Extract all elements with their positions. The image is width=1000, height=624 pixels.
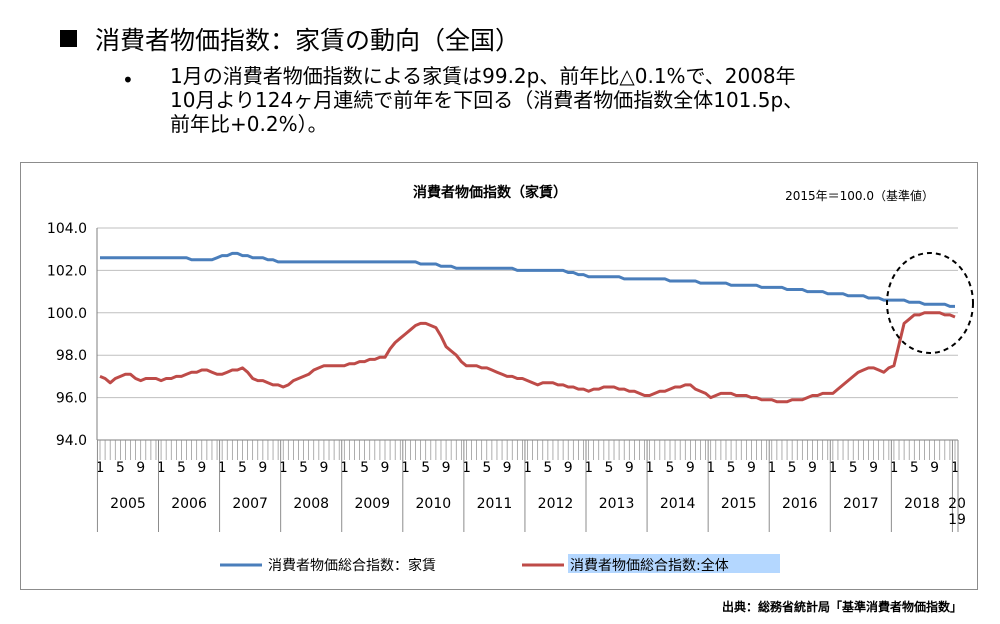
month-tick-label: 5 <box>727 460 736 476</box>
month-tick-label: 9 <box>747 460 756 476</box>
source-note: 出典：総務省統計局「基準消費者物価指数」 <box>721 600 962 614</box>
month-tick-label: 5 <box>421 460 430 476</box>
month-tick-label: 1 <box>889 460 898 476</box>
month-tick-label: 1 <box>340 460 349 476</box>
month-tick-label: 9 <box>381 460 390 476</box>
page-title: 消費者物価指数：家賃の動向（全国） <box>95 26 521 55</box>
page-heading: 消費者物価指数：家賃の動向（全国） <box>60 24 520 58</box>
year-label: 2008 <box>293 496 329 512</box>
month-tick-label: 9 <box>258 460 267 476</box>
month-tick-label: 9 <box>319 460 328 476</box>
month-tick-label: 5 <box>604 460 613 476</box>
highlight-dashed-circle <box>886 252 974 354</box>
legend-label-rent: 消費者物価総合指数：家賃 <box>268 557 436 574</box>
month-tick-label: 5 <box>116 460 125 476</box>
square-bullet-icon <box>60 30 77 47</box>
month-tick-label: 5 <box>849 460 858 476</box>
month-tick-label: 1 <box>401 460 410 476</box>
month-tick-label: 1 <box>279 460 288 476</box>
bullet-icon: • <box>122 68 134 92</box>
month-tick-label: 1 <box>828 460 837 476</box>
month-tick-label: 5 <box>788 460 797 476</box>
month-tick-label: 1 <box>523 460 532 476</box>
year-label: 2012 <box>538 496 574 512</box>
summary-line: 1月の消費者物価指数による家賃は99.2p、前年比△0.1%で、2008年 <box>170 64 796 88</box>
month-tick-label: 9 <box>136 460 145 476</box>
month-tick-label: 1 <box>584 460 593 476</box>
year-label: 20 <box>948 496 966 512</box>
month-tick-label: 1 <box>157 460 166 476</box>
month-tick-label: 1 <box>767 460 776 476</box>
year-label: 2010 <box>416 496 452 512</box>
y-tick-label: 100.0 <box>47 306 87 322</box>
y-tick-label: 98.0 <box>56 348 87 364</box>
series-line-all-items <box>99 311 956 404</box>
year-label: 2006 <box>171 496 207 512</box>
year-label: 2009 <box>354 496 390 512</box>
month-tick-label: 9 <box>442 460 451 476</box>
month-tick-label: 9 <box>930 460 939 476</box>
month-tick-label: 9 <box>564 460 573 476</box>
month-tick-label: 9 <box>869 460 878 476</box>
y-tick-label: 96.0 <box>56 391 87 407</box>
month-tick-label: 5 <box>299 460 308 476</box>
year-label: 2011 <box>477 496 513 512</box>
month-tick-label: 1 <box>96 460 105 476</box>
summary-line: 10月より124ヶ月連続で前年を下回る（消費者物価指数全体101.5p、 <box>170 88 804 112</box>
month-tick-label: 1 <box>706 460 715 476</box>
summary-line: 前年比+0.2%）。 <box>170 112 328 136</box>
year-label: 2018 <box>904 496 940 512</box>
month-tick-label: 1 <box>951 460 960 476</box>
month-tick-label: 5 <box>360 460 369 476</box>
month-tick-label: 9 <box>686 460 695 476</box>
chart-frame <box>20 162 978 590</box>
legend-label-all-items: 消費者物価総合指数:全体 <box>570 557 729 574</box>
month-tick-label: 5 <box>482 460 491 476</box>
year-label: 2013 <box>599 496 635 512</box>
month-tick-label: 9 <box>625 460 634 476</box>
y-tick-label: 94.0 <box>56 433 87 449</box>
year-label: 2014 <box>660 496 696 512</box>
legend-selection-highlight <box>568 554 780 573</box>
month-tick-label: 1 <box>218 460 227 476</box>
month-tick-label: 5 <box>666 460 675 476</box>
month-tick-label: 9 <box>808 460 817 476</box>
chart-base-note: 2015年＝100.0（基準値） <box>785 188 934 203</box>
y-tick-label: 102.0 <box>47 263 87 279</box>
month-tick-label: 5 <box>543 460 552 476</box>
series-line-rent <box>100 251 955 308</box>
summary-text: 1月の消費者物価指数による家賃は99.2p、前年比△0.1%で、2008年 10… <box>170 64 970 136</box>
y-tick-label: 104.0 <box>47 221 87 237</box>
year-label: 2017 <box>843 496 879 512</box>
year-label: 2007 <box>232 496 268 512</box>
year-label: 2016 <box>782 496 818 512</box>
chart-title: 消費者物価指数（家賃） <box>413 184 567 201</box>
month-tick-label: 9 <box>197 460 206 476</box>
month-tick-label: 9 <box>503 460 512 476</box>
month-tick-label: 5 <box>177 460 186 476</box>
year-label: 19 <box>948 512 966 528</box>
year-label: 2015 <box>721 496 757 512</box>
month-tick-label: 5 <box>910 460 919 476</box>
year-label: 2005 <box>110 496 146 512</box>
month-tick-label: 5 <box>238 460 247 476</box>
month-tick-label: 1 <box>462 460 471 476</box>
month-tick-label: 1 <box>645 460 654 476</box>
